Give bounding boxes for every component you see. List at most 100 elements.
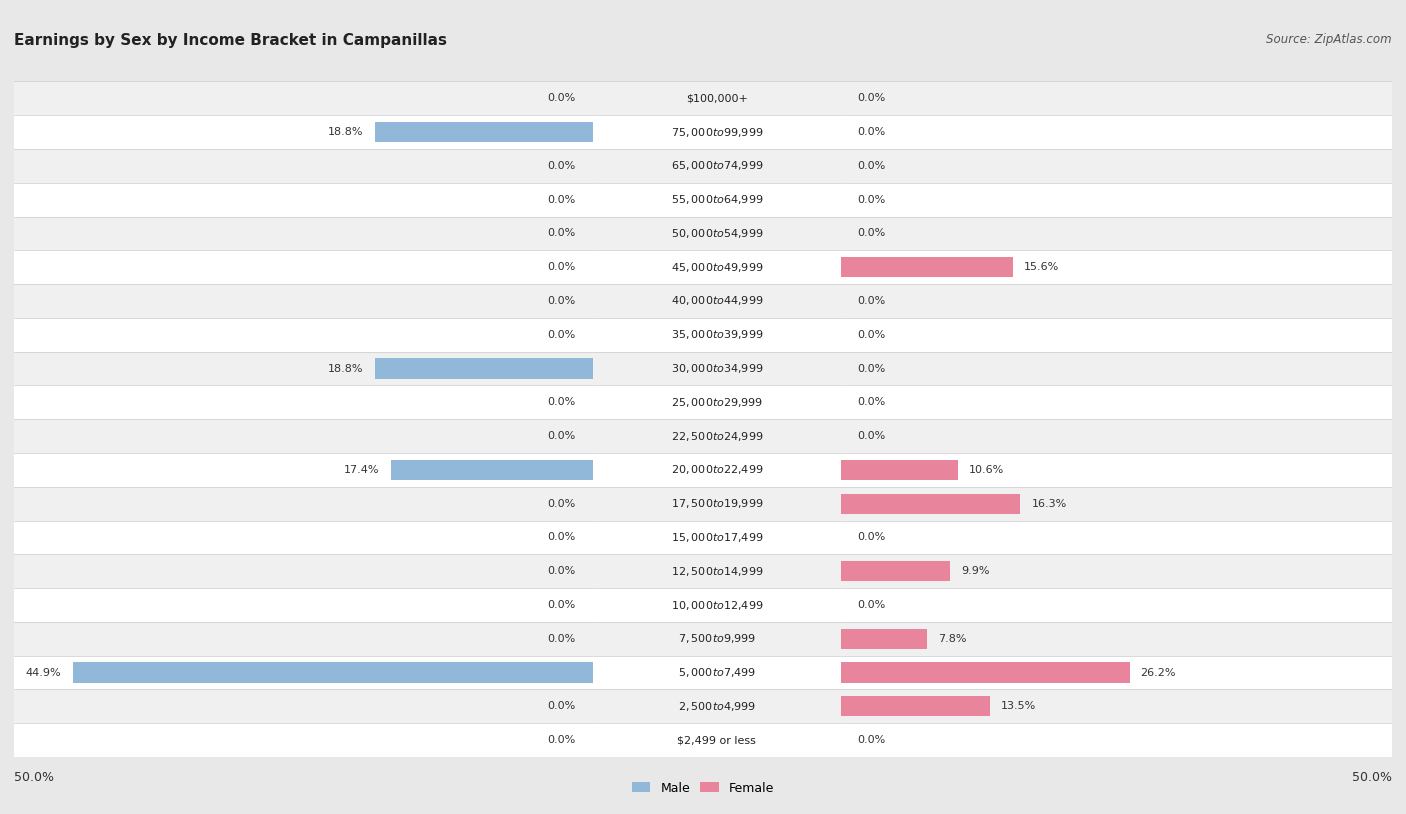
Bar: [841, 460, 957, 480]
Text: 17.4%: 17.4%: [344, 465, 380, 475]
Text: 0.0%: 0.0%: [858, 296, 886, 306]
Bar: [841, 419, 1392, 453]
Bar: [841, 284, 1392, 317]
Bar: [14, 115, 593, 149]
Bar: [14, 588, 593, 622]
Text: $100,000+: $100,000+: [686, 94, 748, 103]
Bar: [841, 352, 1392, 386]
Bar: [593, 554, 841, 588]
Text: 0.0%: 0.0%: [858, 330, 886, 339]
Bar: [841, 521, 1392, 554]
Text: 0.0%: 0.0%: [858, 397, 886, 407]
Bar: [841, 317, 1392, 352]
Bar: [841, 487, 1392, 521]
Text: $20,000 to $22,499: $20,000 to $22,499: [671, 463, 763, 476]
Bar: [375, 122, 593, 142]
Text: $22,500 to $24,999: $22,500 to $24,999: [671, 430, 763, 443]
Text: 16.3%: 16.3%: [1032, 499, 1067, 509]
Text: 0.0%: 0.0%: [547, 735, 575, 745]
Text: 0.0%: 0.0%: [547, 195, 575, 204]
Bar: [841, 561, 950, 581]
Text: 9.9%: 9.9%: [960, 567, 990, 576]
Bar: [841, 622, 1392, 656]
Bar: [14, 352, 593, 386]
Bar: [14, 182, 593, 217]
Text: 0.0%: 0.0%: [547, 330, 575, 339]
Bar: [14, 149, 593, 182]
Bar: [841, 453, 1392, 487]
Bar: [14, 317, 593, 352]
Bar: [14, 656, 593, 689]
Bar: [841, 663, 1129, 683]
Text: 0.0%: 0.0%: [547, 499, 575, 509]
Text: 15.6%: 15.6%: [1024, 262, 1059, 272]
Bar: [593, 689, 841, 724]
Text: 18.8%: 18.8%: [328, 364, 364, 374]
Bar: [593, 284, 841, 317]
Bar: [14, 724, 593, 757]
Text: 0.0%: 0.0%: [547, 431, 575, 441]
Bar: [14, 554, 593, 588]
Text: 0.0%: 0.0%: [858, 364, 886, 374]
Text: 0.0%: 0.0%: [547, 532, 575, 542]
Text: Source: ZipAtlas.com: Source: ZipAtlas.com: [1267, 33, 1392, 46]
Bar: [73, 663, 593, 683]
Text: $35,000 to $39,999: $35,000 to $39,999: [671, 328, 763, 341]
Text: 0.0%: 0.0%: [547, 262, 575, 272]
Bar: [593, 317, 841, 352]
Text: $2,499 or less: $2,499 or less: [678, 735, 756, 745]
Bar: [841, 628, 927, 649]
Bar: [14, 453, 593, 487]
Text: 0.0%: 0.0%: [858, 161, 886, 171]
Bar: [841, 724, 1392, 757]
Text: 0.0%: 0.0%: [858, 600, 886, 610]
Bar: [593, 588, 841, 622]
Bar: [841, 493, 1021, 514]
Bar: [593, 217, 841, 251]
Bar: [841, 385, 1392, 419]
Text: 0.0%: 0.0%: [858, 735, 886, 745]
Text: 0.0%: 0.0%: [547, 296, 575, 306]
Text: 13.5%: 13.5%: [1001, 702, 1036, 711]
Bar: [14, 487, 593, 521]
Text: 0.0%: 0.0%: [547, 600, 575, 610]
Text: $17,500 to $19,999: $17,500 to $19,999: [671, 497, 763, 510]
Bar: [593, 487, 841, 521]
Text: 0.0%: 0.0%: [547, 161, 575, 171]
Bar: [841, 149, 1392, 182]
Bar: [593, 352, 841, 386]
Text: 0.0%: 0.0%: [547, 229, 575, 239]
Bar: [14, 521, 593, 554]
Text: 0.0%: 0.0%: [858, 532, 886, 542]
Text: 7.8%: 7.8%: [938, 634, 966, 644]
Bar: [593, 521, 841, 554]
Text: 50.0%: 50.0%: [14, 771, 53, 784]
Text: Earnings by Sex by Income Bracket in Campanillas: Earnings by Sex by Income Bracket in Cam…: [14, 33, 447, 47]
Text: 0.0%: 0.0%: [858, 127, 886, 137]
Text: 44.9%: 44.9%: [25, 667, 62, 677]
Text: 0.0%: 0.0%: [547, 397, 575, 407]
Text: $10,000 to $12,499: $10,000 to $12,499: [671, 598, 763, 611]
Text: 0.0%: 0.0%: [547, 702, 575, 711]
Bar: [14, 622, 593, 656]
Text: $12,500 to $14,999: $12,500 to $14,999: [671, 565, 763, 578]
Bar: [841, 182, 1392, 217]
Bar: [593, 182, 841, 217]
Bar: [841, 554, 1392, 588]
Text: 10.6%: 10.6%: [969, 465, 1004, 475]
Text: $50,000 to $54,999: $50,000 to $54,999: [671, 227, 763, 240]
Text: $75,000 to $99,999: $75,000 to $99,999: [671, 125, 763, 138]
Text: $2,500 to $4,999: $2,500 to $4,999: [678, 700, 756, 713]
Text: $5,000 to $7,499: $5,000 to $7,499: [678, 666, 756, 679]
Bar: [841, 588, 1392, 622]
Text: $7,500 to $9,999: $7,500 to $9,999: [678, 632, 756, 646]
Bar: [391, 460, 593, 480]
Bar: [593, 115, 841, 149]
Text: $65,000 to $74,999: $65,000 to $74,999: [671, 160, 763, 173]
Bar: [841, 217, 1392, 251]
Bar: [593, 419, 841, 453]
Bar: [593, 453, 841, 487]
Bar: [14, 81, 593, 115]
Bar: [593, 724, 841, 757]
Text: 18.8%: 18.8%: [328, 127, 364, 137]
